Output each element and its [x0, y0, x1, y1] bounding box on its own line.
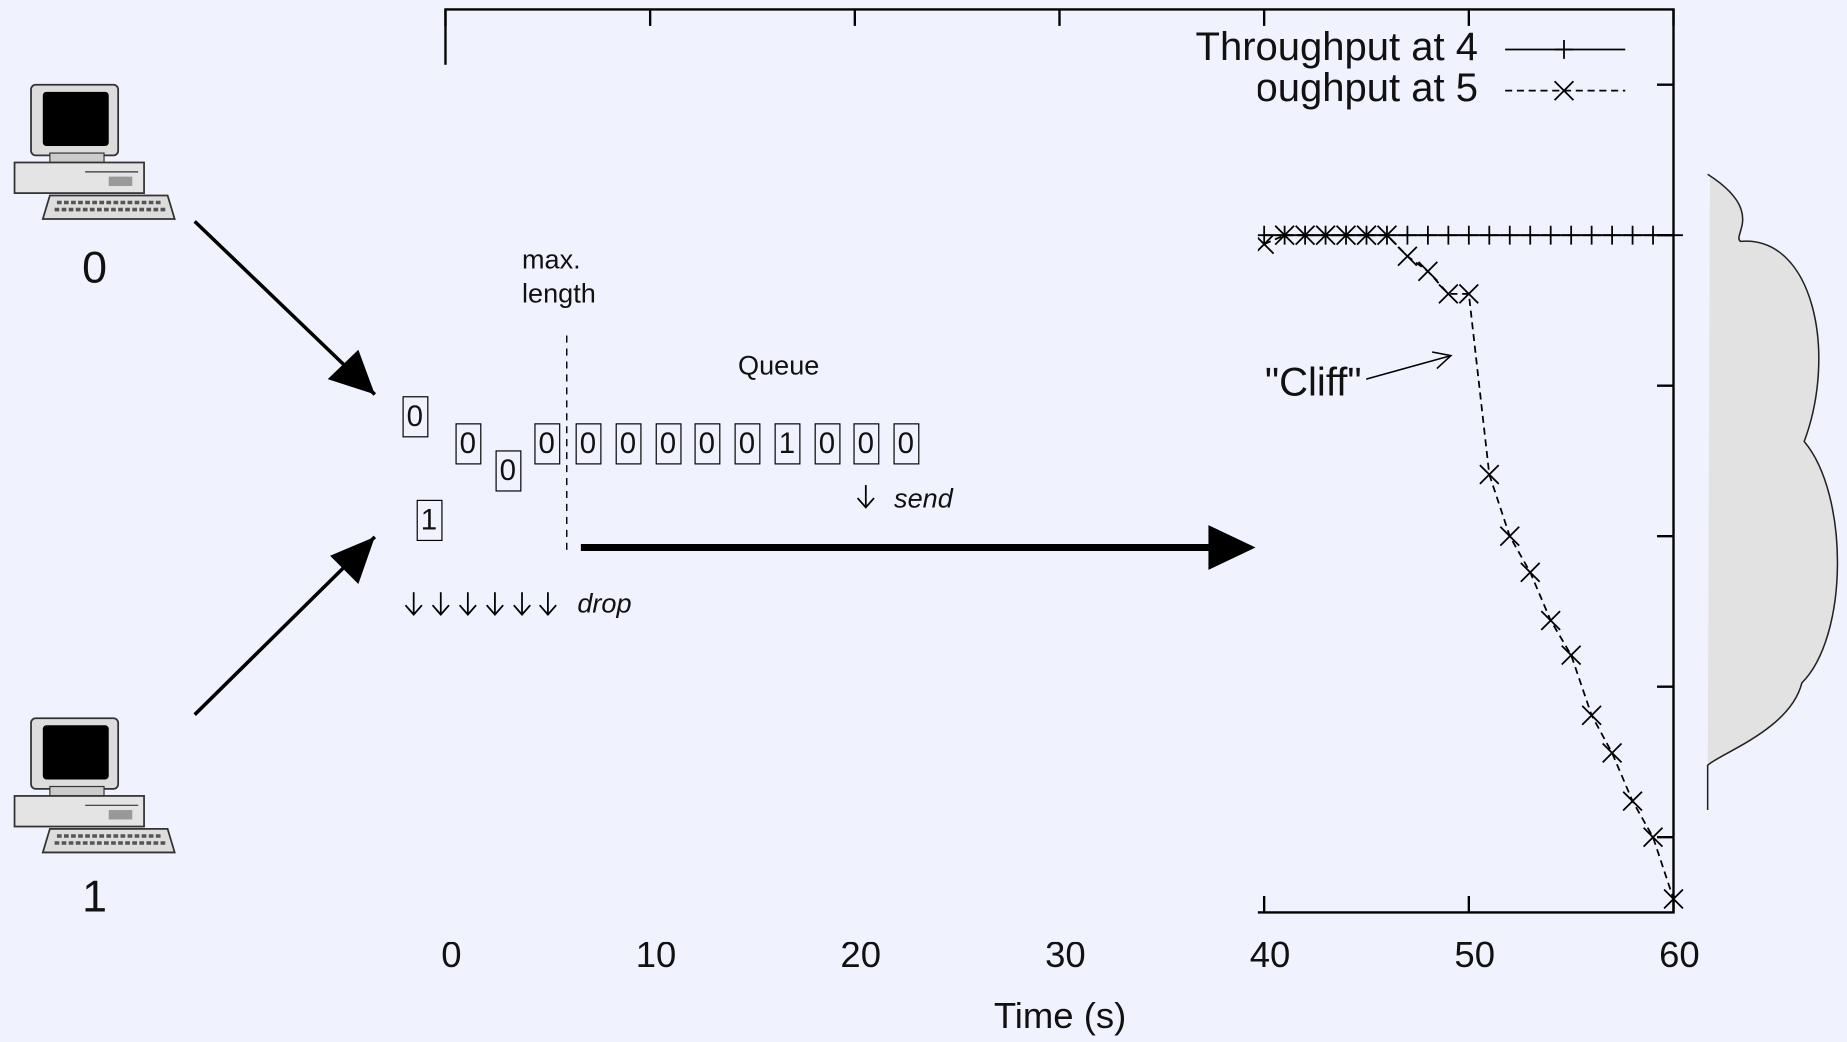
drop-arrow-head	[486, 604, 504, 616]
packet-label: 0	[460, 427, 476, 460]
point-marker	[1582, 225, 1602, 245]
drop-arrow-head	[431, 604, 450, 616]
packet-box	[615, 423, 642, 465]
point-marker	[1622, 791, 1643, 812]
packet-box	[893, 423, 920, 465]
point-marker	[1398, 225, 1417, 245]
send-label: send	[894, 483, 954, 514]
point-marker	[1520, 225, 1540, 245]
packet-label: 0	[858, 427, 874, 460]
point-marker	[1602, 225, 1622, 245]
drop-arrow-head	[856, 497, 875, 509]
point-marker	[1295, 225, 1316, 246]
packet-label: 0	[539, 427, 555, 460]
drop-arrow-head	[539, 604, 557, 616]
point-marker	[1417, 261, 1438, 282]
point-marker	[1438, 283, 1459, 304]
drop-arrow-head	[513, 604, 531, 616]
max-label: max.	[522, 244, 581, 275]
annotation-arrow	[1365, 354, 1452, 380]
packet-label: 0	[580, 427, 596, 460]
annotation-arrow-head	[1431, 351, 1453, 370]
packet-box	[534, 423, 561, 465]
point-marker	[1541, 225, 1561, 245]
point-marker	[1397, 246, 1418, 267]
packet-box	[655, 423, 682, 465]
point-marker	[1602, 742, 1623, 763]
packet-label: 0	[620, 427, 636, 460]
cloud-outline	[1706, 173, 1839, 811]
point-marker	[1274, 225, 1295, 246]
point-marker	[1499, 526, 1520, 547]
packet-label: 0	[898, 427, 914, 460]
x-tick-label: 50	[1454, 934, 1495, 975]
point-marker	[1581, 705, 1602, 726]
point-marker	[1459, 225, 1479, 245]
arrow-head	[1208, 525, 1256, 570]
packet-label: 0	[407, 400, 423, 433]
point-marker	[1561, 645, 1582, 666]
packet-label: 0	[500, 454, 516, 487]
point-marker	[1664, 225, 1683, 245]
point-marker	[1315, 225, 1336, 246]
packet-label: 0	[739, 427, 755, 460]
x-tick-label: 0	[441, 934, 461, 975]
point-marker	[1438, 225, 1458, 245]
packet-box	[575, 423, 602, 465]
legend-marker	[1553, 80, 1575, 101]
max-label: length	[522, 278, 596, 309]
x-axis-label: Time (s)	[994, 995, 1126, 1036]
point-marker	[1643, 225, 1663, 245]
packet-box	[455, 423, 482, 465]
point-marker	[1663, 888, 1684, 909]
packet-label: 0	[819, 427, 835, 460]
arrow-head	[327, 349, 375, 395]
legend-label: Throughput at 4	[1196, 25, 1479, 69]
packet-box	[774, 423, 801, 465]
node-label: 1	[82, 871, 107, 921]
point-marker	[1642, 827, 1664, 848]
drop-arrow-head	[458, 604, 477, 616]
arrow-head	[330, 536, 375, 584]
series-line	[1263, 234, 1675, 900]
x-tick-label: 60	[1659, 934, 1700, 975]
packet-label: 0	[699, 427, 715, 460]
packet-box	[734, 423, 761, 465]
packet-label: 0	[660, 427, 676, 460]
packet-box	[416, 499, 443, 542]
packet-box	[402, 396, 429, 438]
point-marker	[1479, 225, 1499, 245]
drop-arrow-head	[404, 604, 423, 616]
packet-box	[694, 423, 721, 465]
node-label: 0	[82, 243, 107, 293]
point-marker	[1356, 225, 1377, 246]
backdrop	[0, 64, 1258, 942]
point-marker	[1561, 225, 1581, 245]
point-marker	[1500, 225, 1520, 245]
point-marker	[1418, 225, 1438, 245]
cloud	[1707, 174, 1838, 811]
point-marker	[1335, 225, 1357, 246]
point-marker	[1540, 610, 1561, 631]
legend-marker	[1554, 40, 1574, 59]
annotation: "Cliff"	[1265, 361, 1362, 405]
queue-title: Queue	[738, 350, 819, 381]
point-marker	[1458, 283, 1479, 304]
point-marker	[1520, 562, 1541, 583]
packet-box	[814, 423, 841, 465]
packet-box	[495, 450, 522, 492]
packet-label: 1	[421, 503, 437, 536]
packet-box	[853, 423, 880, 465]
point-marker	[1376, 225, 1398, 246]
point-marker	[1479, 464, 1500, 485]
point-marker	[1623, 225, 1642, 245]
packet-label: 1	[779, 427, 795, 460]
drop-label: drop	[577, 587, 631, 618]
